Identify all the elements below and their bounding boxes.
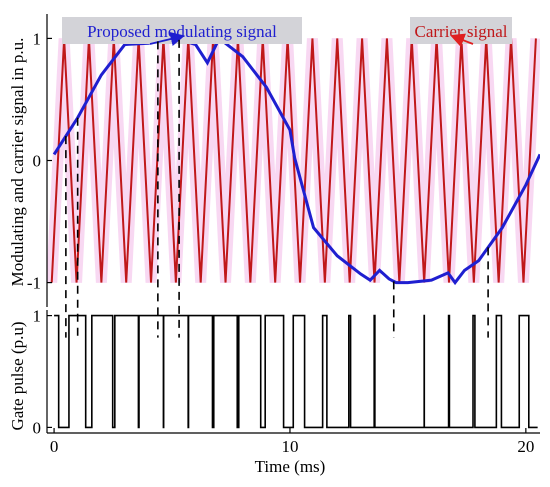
- modulating-label: Proposed modulating signal: [87, 22, 277, 41]
- x-tick-label: 10: [281, 437, 298, 456]
- bottom-y-axis-label: Gate pulse (p.u): [8, 321, 27, 430]
- bottom-y-tick-label: 1: [33, 307, 42, 326]
- x-tick-label: 0: [50, 437, 59, 456]
- carrier-label: Carrier signal: [415, 22, 508, 41]
- top-panel: 1 0 -1 Proposed modulating signal Carrier …: [27, 14, 540, 307]
- top-y-tick-label: -1: [27, 274, 41, 293]
- modulating-label-arrow: [149, 31, 185, 46]
- bottom-y-tick-label: 0: [33, 418, 42, 437]
- carrier-label-arrow: [450, 33, 474, 48]
- bottom-ticks: 100 10 20: [33, 307, 535, 456]
- x-tick-label: 20: [517, 437, 534, 456]
- top-y-tick-label: 0: [33, 152, 42, 171]
- gate-pulse-line: [54, 314, 538, 429]
- bottom-panel: 100 10 20: [33, 307, 540, 456]
- top-y-axis-label: Modulating and carrier signal in p.u.: [8, 38, 27, 287]
- top-y-tick-label: 1: [33, 29, 42, 48]
- dashed-markers: [65, 39, 489, 338]
- top-y-ticks: 1 0 -1: [27, 29, 52, 293]
- gate-layer: [54, 314, 538, 429]
- x-axis-label: Time (ms): [255, 457, 326, 476]
